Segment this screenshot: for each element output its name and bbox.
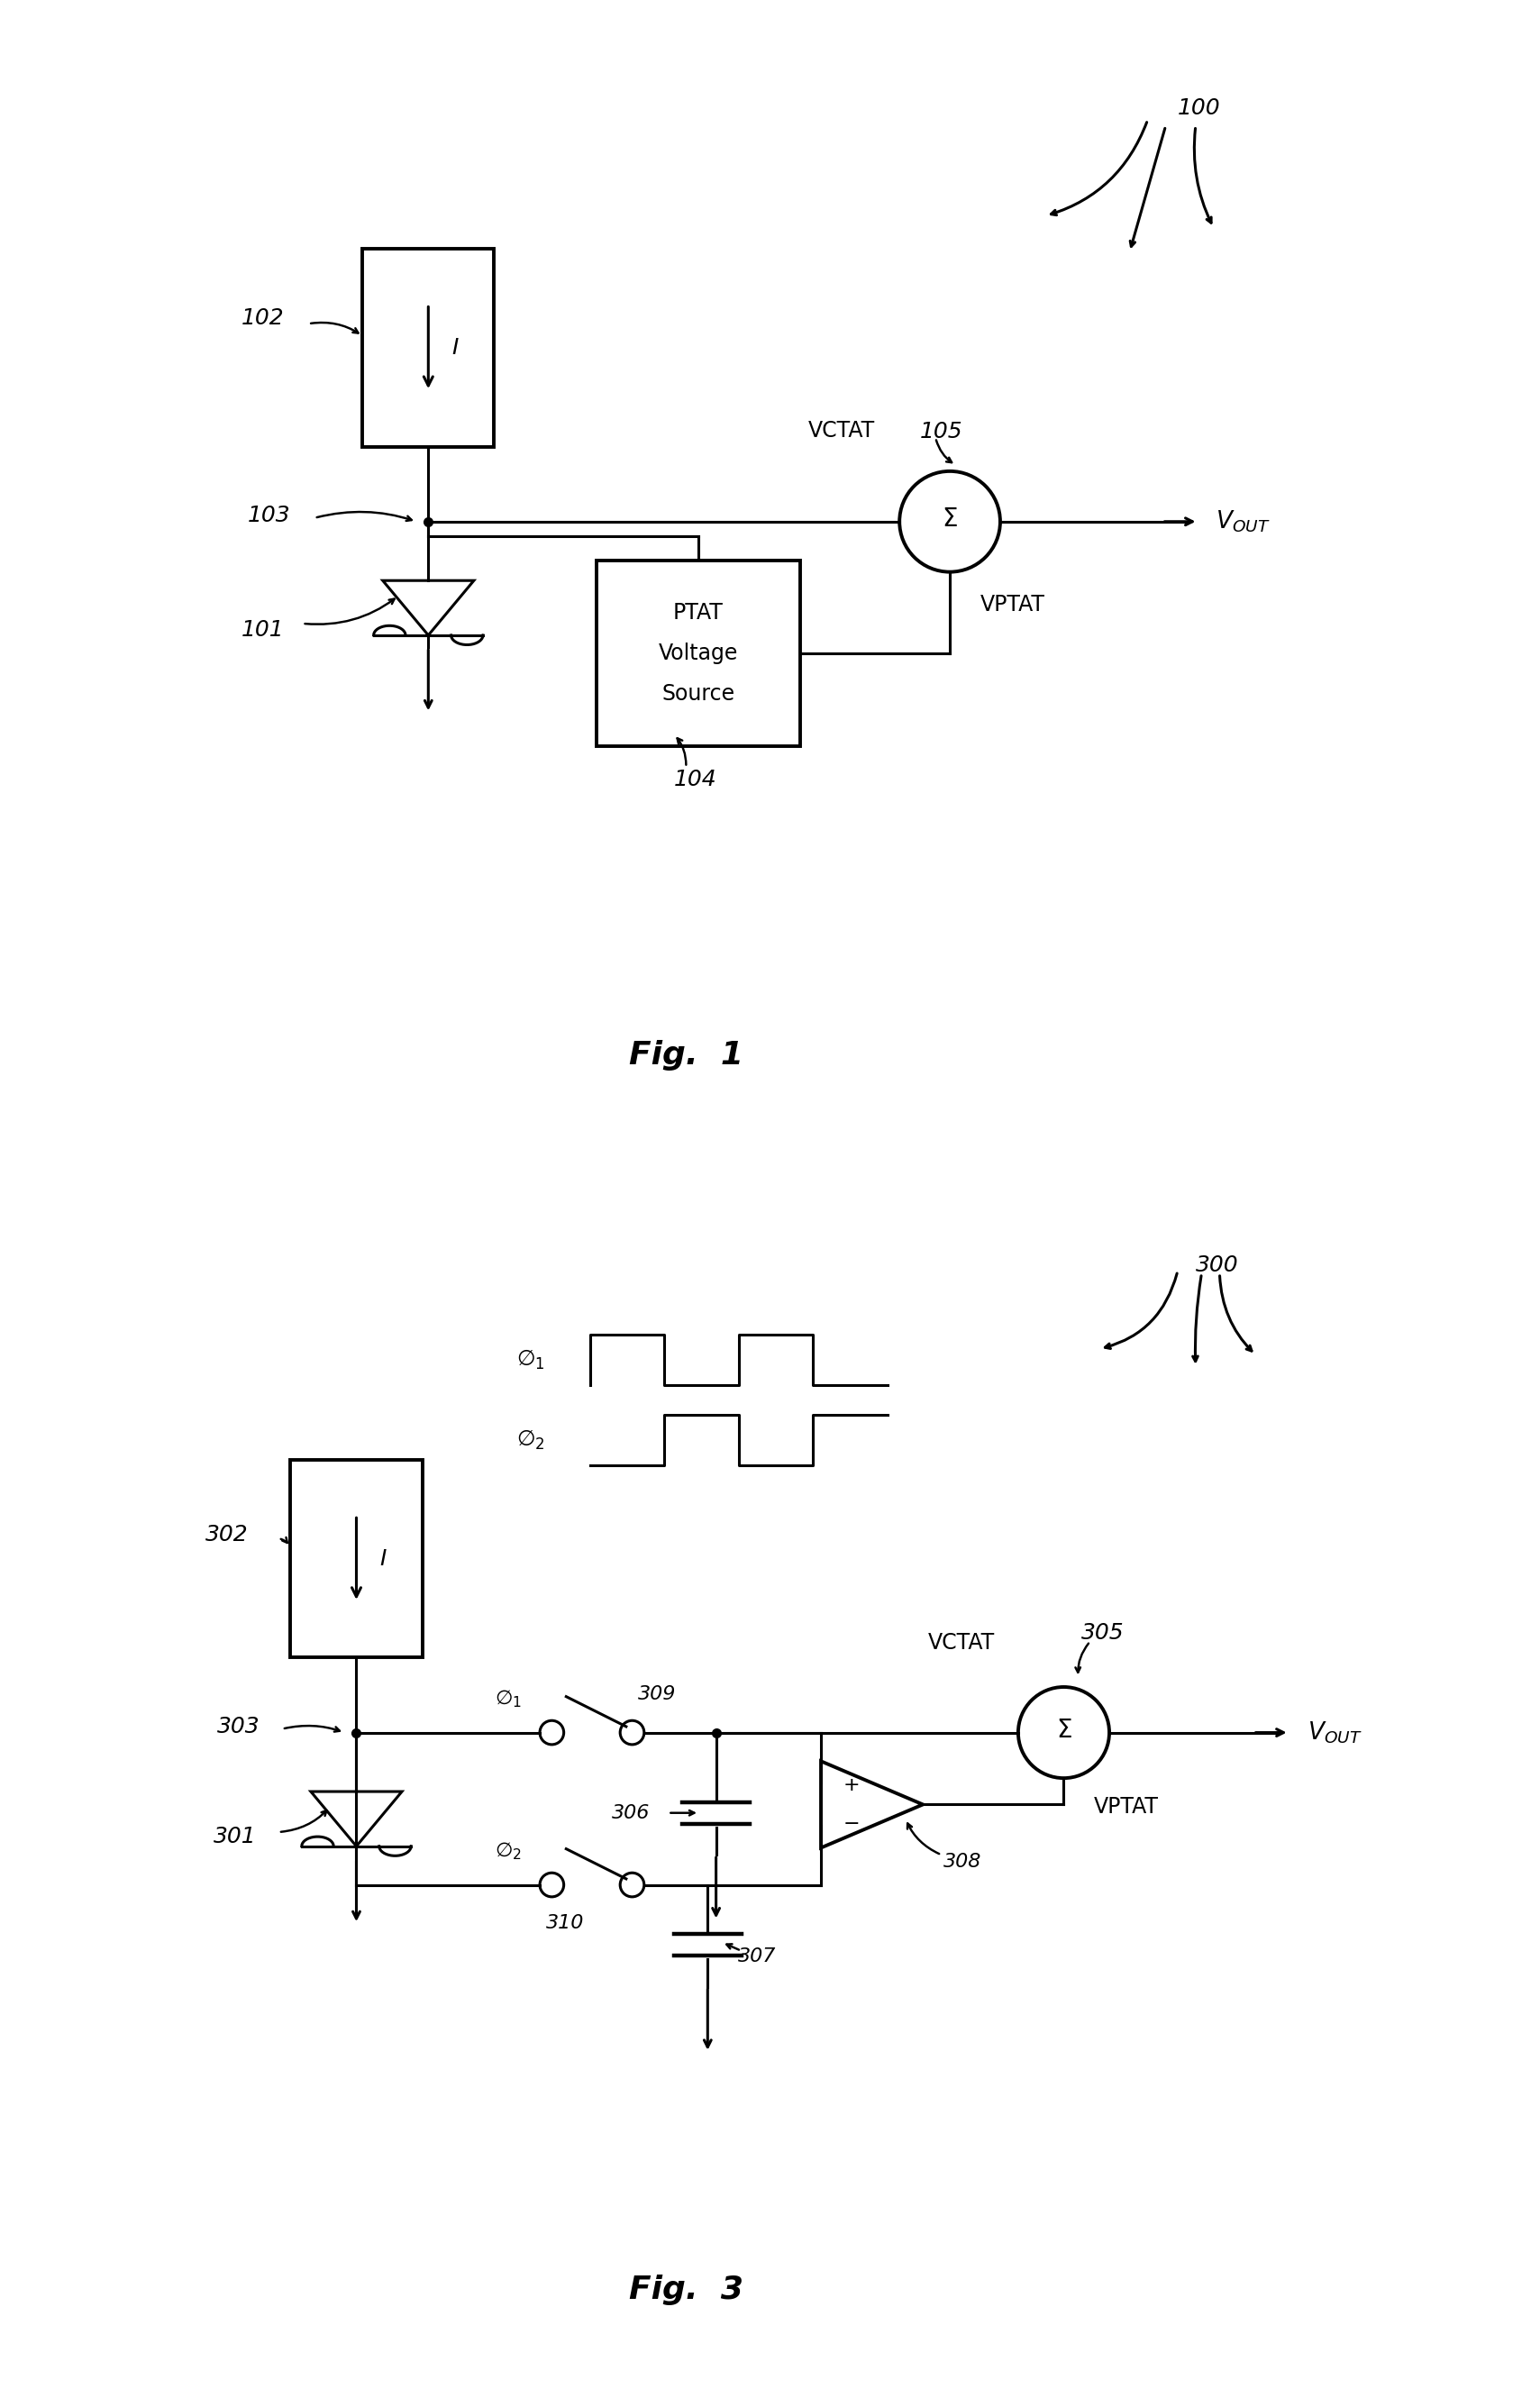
Text: VPTAT: VPTAT bbox=[979, 595, 1044, 616]
Text: I: I bbox=[380, 1547, 387, 1571]
Text: Fig.  1: Fig. 1 bbox=[628, 1041, 744, 1070]
Text: $\Sigma$: $\Sigma$ bbox=[1056, 1717, 1072, 1743]
Bar bbox=[596, 561, 799, 746]
Text: $\emptyset_2$: $\emptyset_2$ bbox=[516, 1429, 545, 1451]
Text: 103: 103 bbox=[248, 504, 291, 528]
Text: 100: 100 bbox=[1178, 96, 1221, 120]
Text: 105: 105 bbox=[919, 420, 962, 444]
Text: 307: 307 bbox=[738, 1947, 776, 1966]
Text: PTAT: PTAT bbox=[673, 602, 724, 623]
Text: −: − bbox=[842, 1815, 859, 1832]
Text: 305: 305 bbox=[1081, 1621, 1124, 1645]
Text: 303: 303 bbox=[217, 1715, 260, 1739]
Text: 306: 306 bbox=[611, 1803, 650, 1822]
Text: 301: 301 bbox=[214, 1825, 257, 1849]
Text: 309: 309 bbox=[638, 1686, 676, 1703]
Text: 310: 310 bbox=[545, 1914, 584, 1933]
Text: +: + bbox=[842, 1777, 859, 1794]
Text: $\emptyset_1$: $\emptyset_1$ bbox=[516, 1348, 545, 1372]
Text: Source: Source bbox=[662, 683, 735, 705]
Text: $V_{OUT}$: $V_{OUT}$ bbox=[1307, 1719, 1361, 1746]
Bar bbox=[291, 1460, 422, 1657]
Text: 104: 104 bbox=[675, 767, 718, 791]
Text: Voltage: Voltage bbox=[658, 643, 738, 664]
Text: 302: 302 bbox=[205, 1523, 248, 1547]
Text: Fig.  3: Fig. 3 bbox=[628, 2276, 744, 2304]
Text: I: I bbox=[453, 336, 459, 360]
Text: $\emptyset_2$: $\emptyset_2$ bbox=[494, 1842, 522, 1861]
Text: VPTAT: VPTAT bbox=[1093, 1796, 1158, 1818]
Text: $\emptyset_1$: $\emptyset_1$ bbox=[494, 1688, 522, 1710]
Text: 308: 308 bbox=[944, 1854, 983, 1870]
Text: 101: 101 bbox=[242, 619, 285, 640]
Text: VCTAT: VCTAT bbox=[929, 1631, 995, 1655]
Text: 102: 102 bbox=[242, 307, 285, 329]
Text: 300: 300 bbox=[1195, 1254, 1238, 1276]
Text: $\Sigma$: $\Sigma$ bbox=[942, 506, 958, 532]
Bar bbox=[362, 249, 494, 446]
Text: $V_{OUT}$: $V_{OUT}$ bbox=[1217, 508, 1270, 535]
Text: VCTAT: VCTAT bbox=[808, 420, 875, 441]
